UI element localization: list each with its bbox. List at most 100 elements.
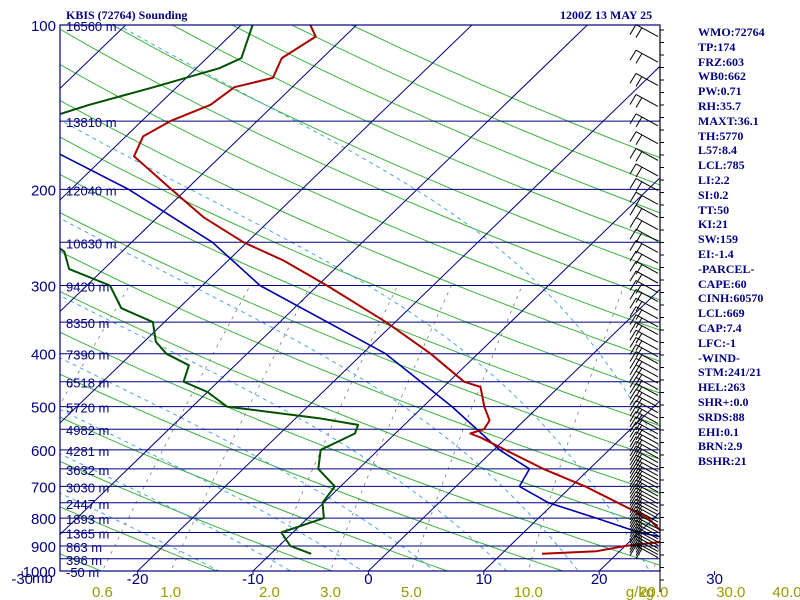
mixing-ratio-label: 30.0 [716,584,745,600]
stat-item: SRDS:88 [698,409,745,424]
station-title: KBIS (72764) Sounding [66,8,188,22]
wind-barb [629,72,659,87]
wind-barb-shaft [635,314,659,328]
wind-barb-flag [635,208,643,219]
mixing-ratio-label: 3.0 [320,584,341,600]
stat-item: LCL:669 [698,306,745,321]
wind-barb-flag [629,229,637,240]
dry-adiabat-line [60,331,660,566]
height-label: 3030 m [66,480,109,495]
temperature-label: 20 [591,571,608,588]
wind-barb-flag [629,314,637,326]
isotherm-line [367,288,660,571]
stat-item: TH:5770 [698,128,744,143]
wind-barb-shaft [635,178,659,191]
wind-barb [629,458,659,473]
wind-barb [629,94,659,108]
pressure-label: 100 [31,18,56,35]
pressure-label: 300 [31,279,56,296]
wind-barb-shaft [635,532,659,546]
wind-barb-flag [629,24,637,35]
wind-barb-flag [635,545,643,556]
stat-item: WMO:72764 [698,25,765,39]
wind-barb-shaft [635,545,659,559]
wind-barb-flag [635,424,643,436]
wind-barb [629,463,659,477]
wind-barb-flag [629,426,637,438]
wind-barb-flag [635,325,643,336]
wind-barb-flag [629,163,637,175]
wind-barb-shaft [635,479,659,493]
height-label: 4982 m [66,423,109,438]
stat-item: CINH:60570 [698,291,764,306]
wind-barb-flag [629,459,637,470]
wind-barb-flag [629,364,637,376]
wind-barb-flag [629,487,637,499]
height-label: 9420 m [66,280,109,295]
wind-barb-shaft [635,400,659,414]
wind-barb [629,49,659,64]
height-label: 2447 m [66,497,109,512]
wind-barb [629,204,659,219]
mixing-ratio-label: 1.0 [160,584,181,600]
wind-barb-flag [629,370,637,382]
wind-barb-shaft [635,436,659,450]
parcel-trace [60,153,660,538]
stat-item: STM:241/21 [698,365,762,380]
wind-barb-shaft [635,512,659,526]
wind-barb-shaft [635,163,659,177]
moist-adiabat-line [60,357,436,571]
wind-barb-flag [629,148,637,159]
wind-barb-flag [635,457,643,469]
stat-item: L57:8.4 [698,143,737,158]
mixing-ratio-line [330,285,452,571]
wind-barb-flag [635,97,643,108]
pressure-label: 700 [31,479,56,496]
grid-layer [60,25,660,571]
wind-barb-shaft [635,270,659,284]
wind-barb [629,426,659,441]
wind-barb-shaft [635,191,659,205]
wind-barb-flag [635,466,643,477]
height-label: 396 m [66,553,102,568]
stat-item: RH:35.7 [698,98,741,113]
wind-barb-flag [635,448,643,460]
wind-barb-flag [635,283,643,294]
wind-barb-flag [629,471,637,483]
wind-barb-flag [629,542,637,553]
wind-barb-shaft [635,539,659,552]
wind-barb [629,545,659,559]
height-label: 5720 m [66,401,109,416]
moist-adiabat-line [60,295,508,571]
wind-barb-shaft [635,297,659,311]
wind-barb-flag [629,400,637,411]
stat-item: HEL:263 [698,380,746,395]
wind-barb [629,322,659,336]
wind-barb-flag [629,322,637,333]
wind-barb [629,163,659,178]
stat-item: CAP:7.4 [698,320,742,335]
wind-barb-flag [629,329,637,341]
pressure-label: 1000 [23,564,56,581]
wind-barb-shaft [635,491,659,505]
wind-barb-flag [629,479,637,491]
wind-barb [629,475,659,490]
wind-barb [629,270,659,285]
temperature-label: 10 [475,571,492,588]
wind-barb-flag [635,439,643,450]
wind-barb-flag [635,309,643,320]
wind-barb-shaft [635,329,659,343]
wind-barb-shaft [635,228,659,242]
wind-barb-flag [629,495,637,506]
wind-barb-shaft [635,535,659,549]
wind-barb [629,329,659,344]
wind-barb-flag [629,536,637,547]
wind-barb-flag [635,151,643,162]
wind-barb-shaft [635,509,659,523]
wind-barb-shaft [635,421,659,435]
wind-barb-flag [635,264,643,275]
temperature-label: 30 [706,571,723,588]
wind-barb [629,542,659,556]
wind-barb-shaft [635,376,659,390]
wind-barb [629,191,659,206]
